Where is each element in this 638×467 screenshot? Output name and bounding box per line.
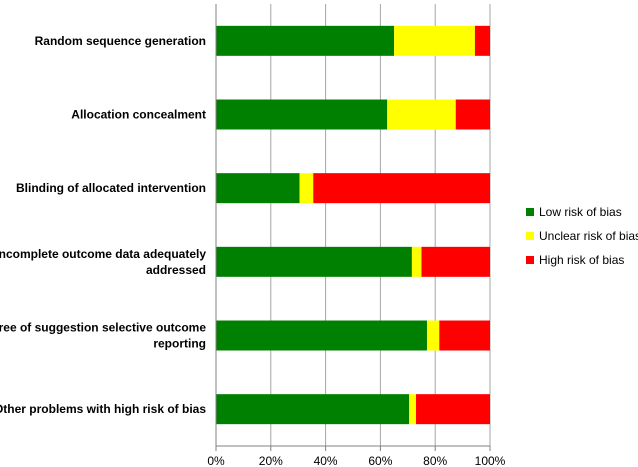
bar-segment [216,246,412,277]
category-label: Random sequence generation [35,34,206,48]
category-label: Blinding of allocated intervention [16,181,206,195]
bar-segment [299,173,314,204]
x-tick-label: 100% [475,454,506,467]
bar-segment [394,25,475,56]
legend-label: Unclear risk of bias [539,229,638,243]
bar-segment [216,173,300,204]
bar-segment [216,394,410,425]
category-label: reporting [153,337,206,351]
bar-segment [216,25,395,56]
bar-segment [421,246,490,277]
gridlines [215,4,491,446]
x-tick-label: 0% [207,454,225,467]
x-tick-label: 60% [368,454,392,467]
legend-label: High risk of bias [539,253,624,267]
bar-segment [313,173,490,204]
x-tick-label: 20% [259,454,283,467]
category-label: Other problems with high risk of bias [0,402,206,416]
x-tick-label: 80% [423,454,447,467]
legend-swatch [526,232,534,240]
bar-segment [216,320,427,351]
bar-segment [416,394,490,425]
category-label: Free of suggestion selective outcome [0,321,206,335]
bar-segment [387,99,456,130]
category-label: Incomplete outcome data adequately [0,247,206,261]
legend-swatch [526,208,534,216]
bar-segment [455,99,490,130]
category-label: addressed [146,263,206,277]
x-tick-label: 40% [314,454,338,467]
legend: Low risk of bias Unclear risk of bias High… [526,205,638,267]
bars [216,25,490,425]
legend-label: Low risk of bias [539,205,622,219]
x-axis: 0% 20% 40% 60% 80% 100% [207,4,506,467]
bar-segment [439,320,490,351]
bar-segment [474,25,490,56]
bar-segment [216,99,388,130]
category-label: Allocation concealment [71,108,206,122]
legend-swatch [526,256,534,264]
category-labels: Random sequence generation Allocation con… [0,34,206,416]
bar-segment [409,394,417,425]
bar-segment [426,320,440,351]
bar-segment [411,246,422,277]
